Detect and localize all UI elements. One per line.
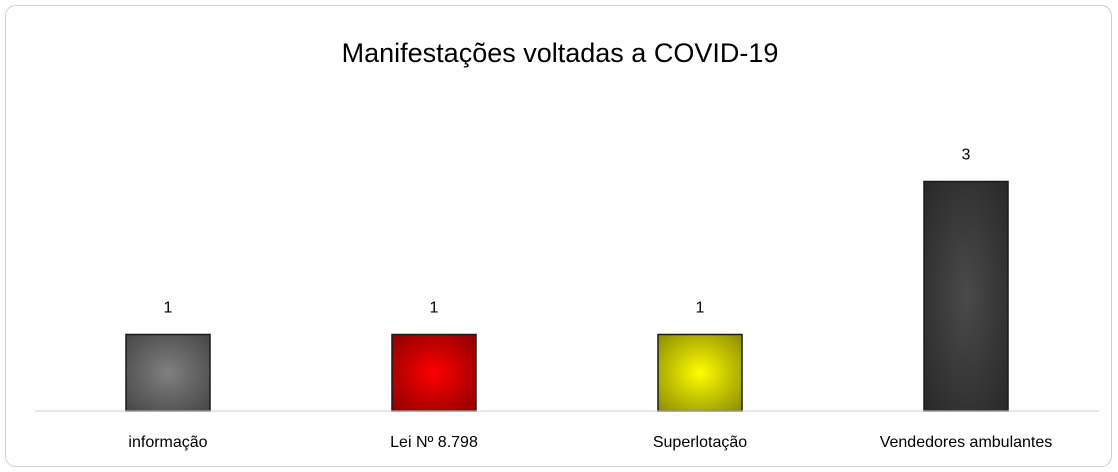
chart-title: Manifestações voltadas a COVID-19 xyxy=(342,38,779,68)
bar xyxy=(391,333,477,412)
data-label: 1 xyxy=(696,300,705,317)
x-tick-label: Vendedores ambulantes xyxy=(880,434,1053,451)
x-tick-label: Superlotação xyxy=(653,434,747,451)
bar xyxy=(923,180,1009,412)
bar xyxy=(657,333,743,412)
data-label: 3 xyxy=(962,147,971,164)
data-label: 1 xyxy=(430,300,439,317)
bar xyxy=(125,333,211,412)
chart-frame xyxy=(5,5,1112,467)
x-tick-label: informação xyxy=(128,434,207,451)
x-tick-label: Lei Nº 8.798 xyxy=(390,434,478,451)
data-label: 1 xyxy=(164,300,173,317)
